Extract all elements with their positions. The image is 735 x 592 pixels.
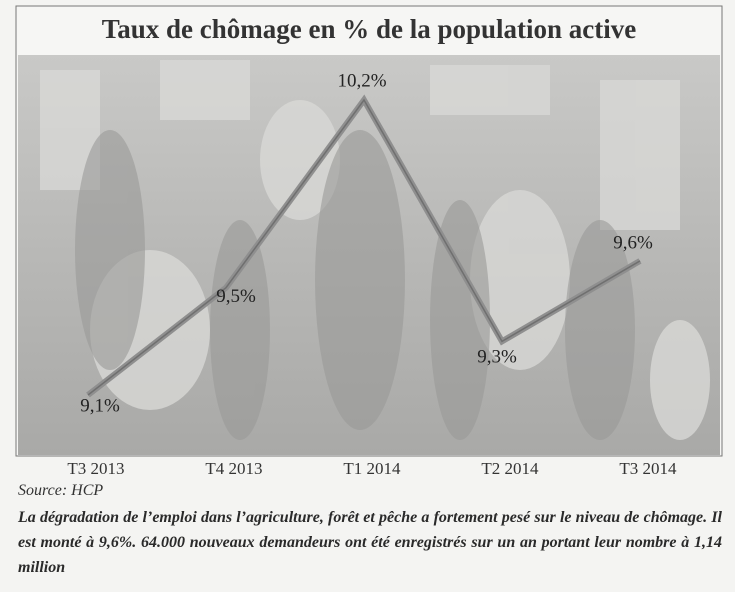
value-label: 9,5% bbox=[216, 286, 256, 307]
value-label: 10,2% bbox=[337, 70, 386, 91]
chart: Taux de chômage en % de la population ac… bbox=[0, 0, 735, 480]
x-tick-label: T4 2013 bbox=[205, 459, 262, 478]
value-label: 9,1% bbox=[80, 395, 120, 416]
page: Taux de chômage en % de la population ac… bbox=[0, 0, 735, 592]
x-tick-label: T3 2014 bbox=[619, 459, 677, 478]
x-tick-label: T1 2014 bbox=[343, 459, 401, 478]
x-tick-label: T2 2014 bbox=[481, 459, 539, 478]
chart-title: Taux de chômage en % de la population ac… bbox=[102, 14, 637, 44]
value-label: 9,3% bbox=[477, 347, 517, 368]
x-tick-label: T3 2013 bbox=[67, 459, 124, 478]
source: Source: HCP bbox=[18, 482, 103, 500]
caption: La dégradation de l’emploi dans l’agricu… bbox=[18, 505, 722, 580]
value-label: 9,6% bbox=[613, 232, 653, 253]
